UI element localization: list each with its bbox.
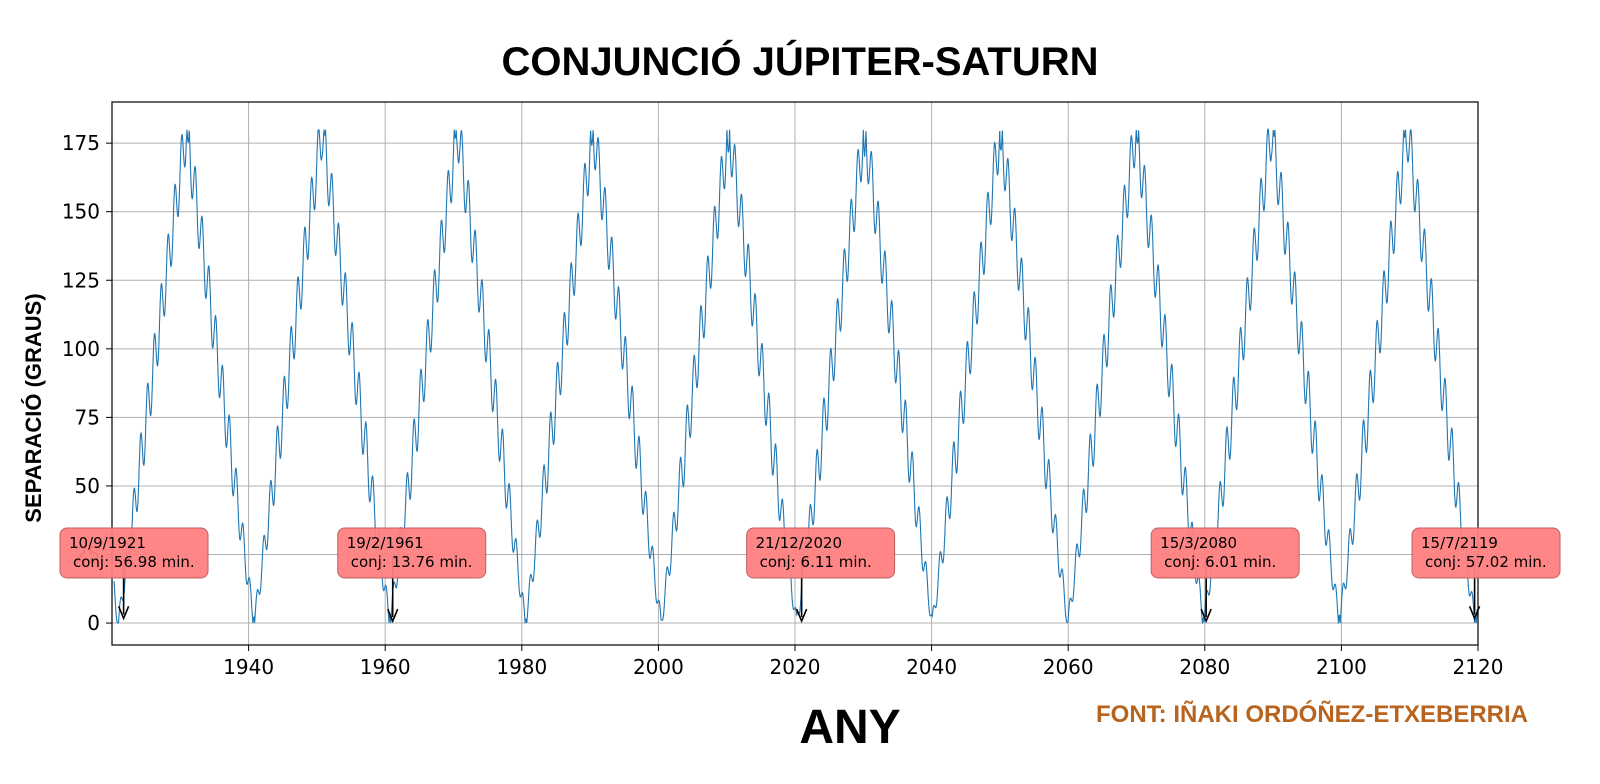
- annotation-date: 21/12/2020: [756, 534, 842, 552]
- x-tick-label: 2080: [1179, 655, 1230, 679]
- x-tick-label: 1980: [496, 655, 547, 679]
- x-tick-label: 2040: [906, 655, 957, 679]
- x-tick-label: 2100: [1316, 655, 1367, 679]
- annotation-box: [59, 527, 209, 579]
- y-tick-label: 125: [62, 268, 100, 292]
- x-tick-label: 2120: [1453, 655, 1504, 679]
- annotation-arrow-head: [795, 608, 808, 624]
- y-tick-label: 50: [75, 474, 100, 498]
- source-credit: FONT: IÑAKI ORDÓÑEZ-ETXEBERRIA: [1096, 701, 1528, 728]
- annotation-date: 10/9/1921: [69, 534, 146, 552]
- x-tick-label: 1940: [223, 655, 274, 679]
- x-tick-label: 2000: [633, 655, 684, 679]
- x-tick-label: 2060: [1043, 655, 1094, 679]
- annotation-arrow-head: [1200, 608, 1212, 624]
- chart-title: CONJUNCIÓ JÚPITER-SATURN: [501, 40, 1099, 84]
- annotation-box: [337, 527, 487, 579]
- annotation-arrow-head: [386, 608, 399, 624]
- annotation-text: conj: 56.98 min.: [73, 553, 195, 571]
- annotation-text: conj: 6.11 min.: [760, 553, 872, 571]
- annotation-box: [746, 527, 896, 579]
- annotation-arrow-head: [117, 606, 130, 621]
- annotation-text: conj: 13.76 min.: [351, 553, 473, 571]
- y-tick-label: 150: [62, 200, 100, 224]
- y-tick-label: 100: [62, 337, 100, 361]
- annotation-box: [1411, 527, 1561, 579]
- annotation-arrow-head: [1468, 606, 1481, 621]
- annotation-date: 15/3/2080: [1160, 534, 1237, 552]
- annotation-text: conj: 57.02 min.: [1425, 553, 1547, 571]
- x-tick-label: 1960: [360, 655, 411, 679]
- y-tick-label: 175: [62, 131, 100, 155]
- annotation-box: [1150, 527, 1300, 579]
- separation-line: [113, 127, 1478, 625]
- x-axis-ticks: 1940 1960 1980 2000 2020 2040 2060 2080 2100 2120: [223, 645, 1503, 679]
- annotation-text: conj: 6.01 min.: [1164, 553, 1276, 571]
- x-axis-label: ANY: [799, 701, 901, 754]
- x-tick-label: 2020: [770, 655, 821, 679]
- y-tick-label: 75: [75, 405, 100, 429]
- y-tick-label: 0: [87, 611, 100, 635]
- annotation-date: 19/2/1961: [347, 534, 424, 552]
- separation-series: [113, 127, 1478, 625]
- annotation-date: 15/7/2119: [1421, 534, 1498, 552]
